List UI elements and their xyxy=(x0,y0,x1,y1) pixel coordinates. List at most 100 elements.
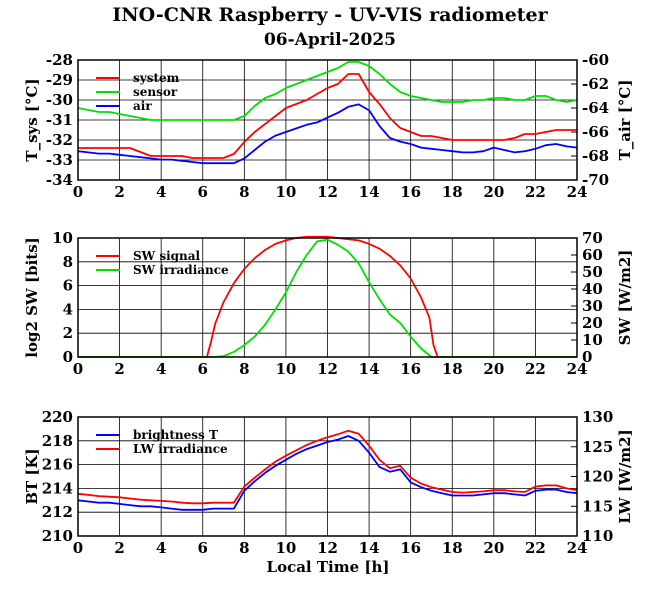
plot-frame xyxy=(77,59,578,181)
legend-label: SW irradiance xyxy=(133,263,229,277)
x-tick-label: 2 xyxy=(114,183,124,201)
y-tick-label-right: 125 xyxy=(582,438,613,456)
y-tick-label-left: -33 xyxy=(46,151,73,169)
panel-1: 0 2 4 6 8 10 12 14 16 18 20 22 24-34-33-32-31-30-29-… xyxy=(23,51,634,201)
y-tick-label-left: 10 xyxy=(52,229,73,247)
y-tick-label-right: 110 xyxy=(582,527,613,545)
x-tick-label: 10 xyxy=(275,360,296,378)
x-tick-label: 0 xyxy=(73,539,83,557)
legend-item: SW irradiance xyxy=(96,263,229,277)
y-tick-label-right: -60 xyxy=(582,51,609,69)
x-tick-label: 22 xyxy=(525,539,546,557)
x-tick-label: 18 xyxy=(442,183,463,201)
x-tick-label: 14 xyxy=(359,539,380,557)
legend-label: system xyxy=(133,71,180,85)
y-tick-label-right: 50 xyxy=(582,263,603,281)
x-tick-label: 0 xyxy=(73,183,83,201)
y-tick-label-right: -64 xyxy=(582,99,609,117)
y-tick-label-left: 218 xyxy=(42,432,73,450)
y-axis-title-right: T_air [°C] xyxy=(616,80,634,161)
series-line xyxy=(78,73,577,159)
y-tick-label-left: 210 xyxy=(42,527,73,545)
x-tick-label: 10 xyxy=(275,183,296,201)
y-tick-label-right: 0 xyxy=(582,348,592,366)
y-tick-label-right: 120 xyxy=(582,468,613,486)
x-tick-label: 8 xyxy=(239,360,249,378)
y-axis-title-right: LW [W/m2] xyxy=(616,429,634,523)
y-tick-label-left: 4 xyxy=(63,300,73,318)
y-tick-label-right: -62 xyxy=(582,75,609,93)
y-tick-label-right: 70 xyxy=(582,229,603,247)
y-tick-label-left: -34 xyxy=(46,171,73,189)
y-tick-label-right: 30 xyxy=(582,297,603,315)
legend-label: air xyxy=(133,99,152,113)
y-tick-label-left: -31 xyxy=(46,111,73,129)
y-axis-title-left: BT [K] xyxy=(23,448,41,504)
x-tick-label: 24 xyxy=(567,539,588,557)
figure-subtitle: 06-April-2025 xyxy=(264,30,396,50)
y-tick-label-left: -29 xyxy=(46,71,73,89)
x-tick-label: 22 xyxy=(525,360,546,378)
y-tick-label-left: 6 xyxy=(63,277,73,295)
x-tick-label: 20 xyxy=(483,183,504,201)
x-tick-label: 16 xyxy=(400,360,421,378)
x-tick-label: 10 xyxy=(275,539,296,557)
legend-item: brightness T xyxy=(96,428,218,442)
legend-item: SW signal xyxy=(96,249,201,263)
x-tick-label: 16 xyxy=(400,183,421,201)
y-tick-label-left: -28 xyxy=(46,51,73,69)
y-tick-label-right: 60 xyxy=(582,246,603,264)
y-axis-title-left: T_sys [°C] xyxy=(23,78,41,161)
y-tick-label-left: 0 xyxy=(63,348,73,366)
series-line xyxy=(78,235,577,358)
y-tick-label-left: 220 xyxy=(42,408,73,426)
y-axis-title-left: log2 SW [bits] xyxy=(23,237,41,358)
y-tick-label-right: 10 xyxy=(582,331,603,349)
x-tick-label: 24 xyxy=(567,360,588,378)
series-line xyxy=(77,429,578,505)
y-tick-label-right: -70 xyxy=(582,171,609,189)
legend-label: brightness T xyxy=(133,428,218,442)
x-tick-label: 2 xyxy=(114,360,124,378)
y-tick-label-left: 212 xyxy=(42,503,73,521)
x-tick-label: 4 xyxy=(156,183,166,201)
x-tick-label: 6 xyxy=(198,539,208,557)
y-tick-label-left: 8 xyxy=(63,253,73,271)
panel-3: 0 2 4 6 8 10 12 14 16 18 20 22 242102122142162182201… xyxy=(23,408,634,557)
x-tick-label: 12 xyxy=(317,183,338,201)
series-line xyxy=(77,103,578,165)
series-line xyxy=(78,238,577,358)
legend-item: LW irradiance xyxy=(96,442,228,456)
x-tick-label: 8 xyxy=(239,183,249,201)
x-tick-label: 4 xyxy=(156,539,166,557)
y-tick-label-right: 40 xyxy=(582,280,603,298)
y-tick-label-left: -32 xyxy=(46,131,73,149)
x-tick-label: 6 xyxy=(198,360,208,378)
series-line xyxy=(77,435,578,511)
x-tick-label: 20 xyxy=(483,360,504,378)
x-tick-label: 4 xyxy=(156,360,166,378)
y-tick-label-left: 216 xyxy=(42,456,73,474)
plot-frame xyxy=(77,237,578,358)
legend-item: system xyxy=(96,71,180,85)
x-tick-label: 0 xyxy=(73,360,83,378)
x-tick-label: 22 xyxy=(525,183,546,201)
x-tick-label: 18 xyxy=(442,360,463,378)
x-tick-label: 6 xyxy=(198,183,208,201)
x-tick-label: 2 xyxy=(114,539,124,557)
y-tick-label-left: -30 xyxy=(46,91,73,109)
y-tick-label-right: 115 xyxy=(582,497,613,515)
legend-label: sensor xyxy=(133,85,178,99)
y-tick-label-right: -66 xyxy=(582,123,609,141)
x-tick-label: 18 xyxy=(442,539,463,557)
y-tick-label-left: 2 xyxy=(63,324,73,342)
legend-label: SW signal xyxy=(133,249,201,263)
x-tick-label: 12 xyxy=(317,539,338,557)
figure-title: INO-CNR Raspberry - UV-VIS radiometer xyxy=(112,4,548,26)
x-tick-label: 16 xyxy=(400,539,421,557)
y-axis-title-right: SW [W/m2] xyxy=(616,250,634,346)
legend-item: sensor xyxy=(96,85,178,99)
legend-label: LW irradiance xyxy=(133,442,228,456)
